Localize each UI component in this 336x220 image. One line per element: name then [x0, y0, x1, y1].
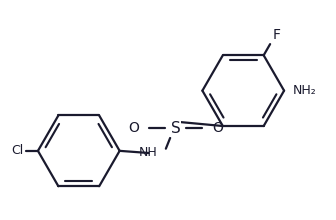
- Text: O: O: [212, 121, 223, 135]
- Text: O: O: [128, 121, 139, 135]
- Text: S: S: [171, 121, 180, 136]
- Text: NH₂: NH₂: [293, 84, 317, 97]
- Text: F: F: [272, 28, 280, 42]
- Text: Cl: Cl: [12, 144, 24, 157]
- Text: NH: NH: [138, 147, 157, 160]
